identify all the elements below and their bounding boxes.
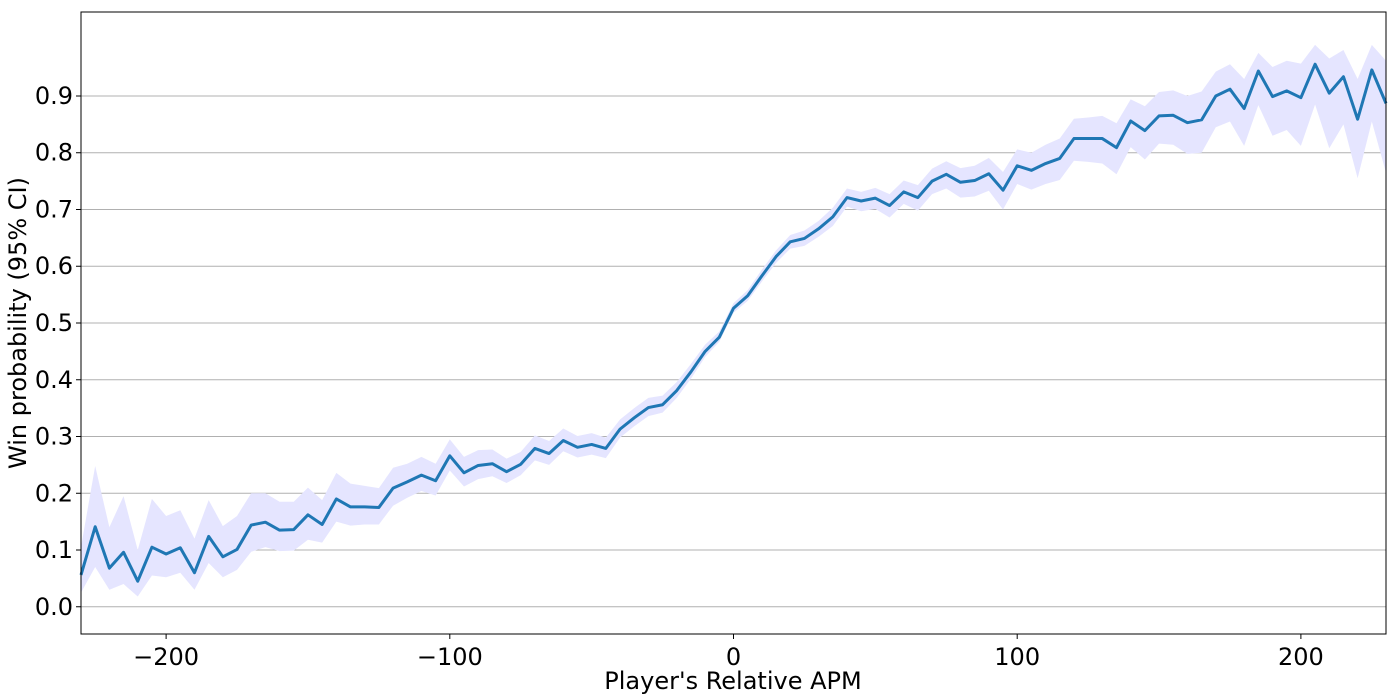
x-axis-label: Player's Relative APM (604, 667, 861, 695)
y-tick-label: 0.5 (35, 309, 73, 337)
x-tick-label: 200 (1278, 643, 1324, 671)
y-tick-label: 0.9 (35, 82, 73, 110)
y-tick-label: 0.3 (35, 423, 73, 451)
y-tick-label: 0.2 (35, 479, 73, 507)
x-axis-ticks: −200 −100 0 100 200 (133, 634, 1324, 671)
y-tick-label: 0.8 (35, 139, 73, 167)
x-tick-label: 100 (994, 643, 1040, 671)
y-tick-label: 0.4 (35, 366, 73, 394)
y-tick-label: 0.0 (35, 593, 73, 621)
y-axis-label: Win probability (95% CI) (4, 177, 32, 469)
x-tick-label: −200 (133, 643, 199, 671)
win-probability-line (79, 62, 1388, 583)
y-axis-ticks: 0.0 0.1 0.2 0.3 0.4 0.5 0.6 0.7 0.8 0.9 (35, 82, 81, 621)
y-tick-label: 0.1 (35, 536, 73, 564)
x-tick-label: −100 (417, 643, 483, 671)
x-tick-label: 0 (726, 643, 741, 671)
y-tick-label: 0.6 (35, 252, 73, 280)
y-tick-label: 0.7 (35, 195, 73, 223)
